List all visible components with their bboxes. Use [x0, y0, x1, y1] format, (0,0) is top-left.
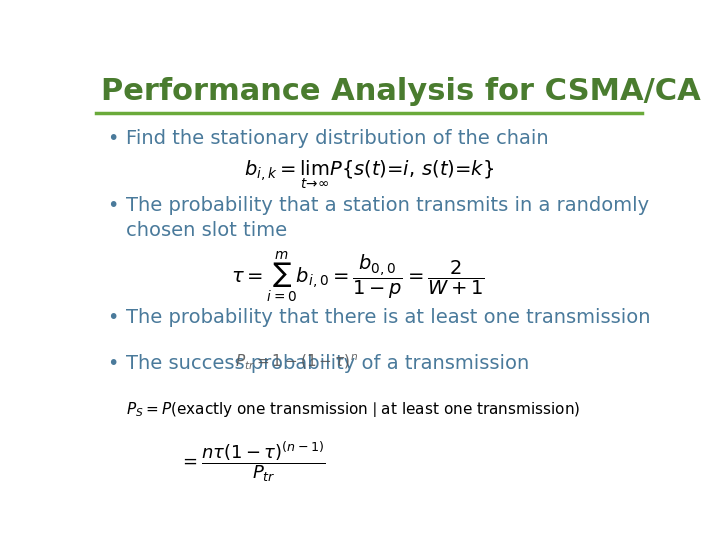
Text: •: •	[107, 129, 118, 149]
Text: $b_{i,k} = \lim_{t \to \infty} P\{s(t) = i,\, s(t) = k\}$: $b_{i,k} = \lim_{t \to \infty} P\{s(t) =…	[244, 158, 494, 191]
Text: Performance Analysis for CSMA/CA: Performance Analysis for CSMA/CA	[101, 77, 701, 106]
Text: The probability that a station transmits in a randomly
chosen slot time: The probability that a station transmits…	[126, 196, 649, 240]
Text: •: •	[107, 354, 118, 373]
Text: $= \dfrac{n\tau(1-\tau)^{(n-1)}}{P_{tr}}$: $= \dfrac{n\tau(1-\tau)^{(n-1)}}{P_{tr}}…	[179, 439, 326, 484]
Text: $\tau = \sum_{i=0}^{m} b_{i,0} = \dfrac{b_{0,0}}{1-p} = \dfrac{2}{W+1}$: $\tau = \sum_{i=0}^{m} b_{i,0} = \dfrac{…	[231, 250, 485, 305]
Text: The success probability of a transmission: The success probability of a transmissio…	[126, 354, 529, 373]
Text: $P_S = P(\mathrm{exactly\ one\ transmission} \mid \mathrm{at\ least\ one\ transm: $P_S = P(\mathrm{exactly\ one\ transmiss…	[126, 400, 580, 419]
Text: The probability that there is at least one transmission: The probability that there is at least o…	[126, 308, 651, 327]
Text: Find the stationary distribution of the chain: Find the stationary distribution of the …	[126, 129, 549, 149]
Text: •: •	[107, 308, 118, 327]
Text: •: •	[107, 196, 118, 215]
Text: $P_{tr} = 1-(1-\tau)^n$: $P_{tr} = 1-(1-\tau)^n$	[235, 352, 358, 370]
